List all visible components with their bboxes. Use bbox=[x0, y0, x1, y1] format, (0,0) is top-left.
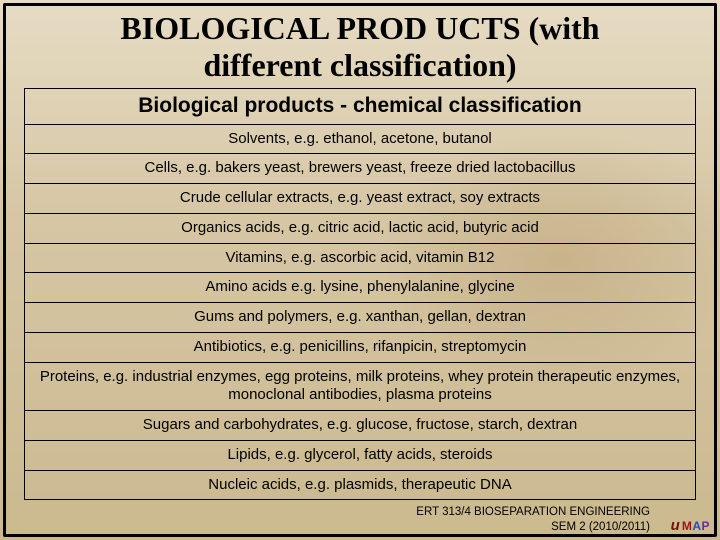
table-row: Vitamins, e.g. ascorbic acid, vitamin B1… bbox=[25, 243, 696, 273]
table-cell: Solvents, e.g. ethanol, acetone, butanol bbox=[25, 124, 696, 154]
table-row: Crude cellular extracts, e.g. yeast extr… bbox=[25, 184, 696, 214]
slide-title: BIOLOGICAL PROD UCTS (with different cla… bbox=[6, 6, 714, 86]
table-cell: Crude cellular extracts, e.g. yeast extr… bbox=[25, 184, 696, 214]
table-cell: Vitamins, e.g. ascorbic acid, vitamin B1… bbox=[25, 243, 696, 273]
table-row: Proteins, e.g. industrial enzymes, egg p… bbox=[25, 362, 696, 411]
classification-table: Biological products - chemical classific… bbox=[24, 88, 696, 501]
table-cell: Organics acids, e.g. citric acid, lactic… bbox=[25, 213, 696, 243]
table-cell: Gums and polymers, e.g. xanthan, gellan,… bbox=[25, 303, 696, 333]
table-row: Organics acids, e.g. citric acid, lactic… bbox=[25, 213, 696, 243]
table-cell: Cells, e.g. bakers yeast, brewers yeast,… bbox=[25, 154, 696, 184]
classification-table-wrap: Biological products - chemical classific… bbox=[24, 88, 696, 501]
logo-p: P bbox=[701, 519, 710, 533]
footer-line-1: ERT 313/4 BIOSEPARATION ENGINEERING bbox=[416, 506, 650, 518]
table-cell: Proteins, e.g. industrial enzymes, egg p… bbox=[25, 362, 696, 411]
footer-line-2: SEM 2 (2010/2011) bbox=[551, 521, 650, 533]
uni-map-logo: u MAP bbox=[671, 517, 710, 534]
table-row: Lipids, e.g. glycerol, fatty acids, ster… bbox=[25, 440, 696, 470]
table-row: Sugars and carbohydrates, e.g. glucose, … bbox=[25, 411, 696, 441]
slide-footer: ERT 313/4 BIOSEPARATION ENGINEERING SEM … bbox=[416, 505, 650, 534]
logo-u: u bbox=[671, 517, 680, 534]
table-cell: Nucleic acids, e.g. plasmids, therapeuti… bbox=[25, 470, 696, 500]
table-row: Nucleic acids, e.g. plasmids, therapeuti… bbox=[25, 470, 696, 500]
title-line-2: different classification) bbox=[203, 47, 516, 83]
table-row: Antibiotics, e.g. penicillins, rifanpici… bbox=[25, 332, 696, 362]
table-cell: Antibiotics, e.g. penicillins, rifanpici… bbox=[25, 332, 696, 362]
logo-m: M bbox=[682, 519, 693, 533]
table-cell: Lipids, e.g. glycerol, fatty acids, ster… bbox=[25, 440, 696, 470]
table-row: Cells, e.g. bakers yeast, brewers yeast,… bbox=[25, 154, 696, 184]
table-row: Solvents, e.g. ethanol, acetone, butanol bbox=[25, 124, 696, 154]
table-row: Amino acids e.g. lysine, phenylalanine, … bbox=[25, 273, 696, 303]
table-cell: Amino acids e.g. lysine, phenylalanine, … bbox=[25, 273, 696, 303]
table-row: Gums and polymers, e.g. xanthan, gellan,… bbox=[25, 303, 696, 333]
title-line-1: BIOLOGICAL PROD UCTS (with bbox=[120, 10, 599, 46]
table-cell: Sugars and carbohydrates, e.g. glucose, … bbox=[25, 411, 696, 441]
slide-content: BIOLOGICAL PROD UCTS (with different cla… bbox=[6, 6, 714, 534]
table-header: Biological products - chemical classific… bbox=[25, 88, 696, 124]
